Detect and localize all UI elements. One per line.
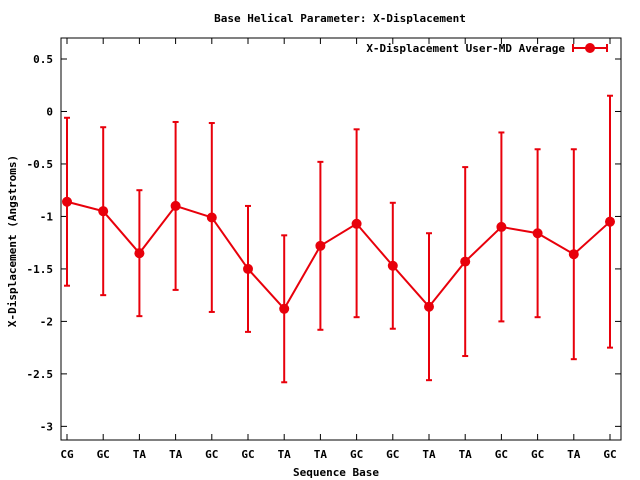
data-point (206, 212, 217, 223)
data-point (279, 303, 290, 314)
y-tick-label: -2.5 (27, 368, 54, 381)
data-point (568, 249, 579, 260)
data-point (315, 240, 326, 251)
data-point (387, 260, 398, 271)
series-line (66, 200, 611, 311)
x-axis: CG GC TA TA GC GC TA TA GC GC TA TA GC GC TA GC (60, 38, 617, 461)
y-tick-label: -1.5 (27, 263, 54, 276)
data-point (496, 221, 507, 232)
legend-marker (585, 43, 595, 53)
x-tick-label: GC (205, 448, 218, 461)
x-tick-label: TA (133, 448, 147, 461)
y-tick-label: 0 (46, 105, 53, 118)
data-point (351, 218, 362, 229)
x-tick-label: CG (60, 448, 74, 461)
data-point (98, 206, 109, 217)
x-tick-label: GC (97, 448, 110, 461)
data-point (62, 196, 72, 207)
x-tick-label: GC (350, 448, 363, 461)
x-tick-label: TA (459, 448, 473, 461)
y-tick-label: 0.5 (33, 53, 53, 66)
legend: X-Displacement User-MD Average (366, 42, 608, 55)
x-tick-label: GC (495, 448, 508, 461)
x-tick-label: TA (278, 448, 292, 461)
x-tick-label: GC (241, 448, 254, 461)
x-axis-title: Sequence Base (293, 466, 379, 479)
plot-frame (60, 37, 622, 441)
x-tick-label: TA (567, 448, 581, 461)
data-point (170, 200, 181, 211)
x-tick-label: GC (603, 448, 616, 461)
data-point (460, 256, 471, 267)
series-layer (62, 94, 615, 384)
x-tick-label: TA (314, 448, 328, 461)
y-axis: 0.5 0 -0.5 -1 -1.5 -2 -2.5 -3 (27, 53, 621, 433)
x-tick-label: GC (386, 448, 399, 461)
chart-title: Base Helical Parameter: X-Displacement (214, 12, 466, 25)
data-point (243, 263, 253, 274)
data-point (134, 248, 145, 259)
data-point (605, 216, 615, 227)
y-tick-label: -1 (40, 210, 54, 223)
x-tick-label: GC (531, 448, 544, 461)
y-tick-label: -3 (40, 420, 53, 433)
legend-label: X-Displacement User-MD Average (366, 42, 565, 55)
data-point (532, 228, 543, 239)
y-axis-title: X-Displacement (Angstroms) (6, 155, 19, 327)
x-tick-label: TA (169, 448, 183, 461)
y-tick-label: -0.5 (27, 158, 54, 171)
x-tick-label: TA (422, 448, 436, 461)
data-point (424, 301, 434, 312)
y-tick-label: -2 (40, 315, 53, 328)
